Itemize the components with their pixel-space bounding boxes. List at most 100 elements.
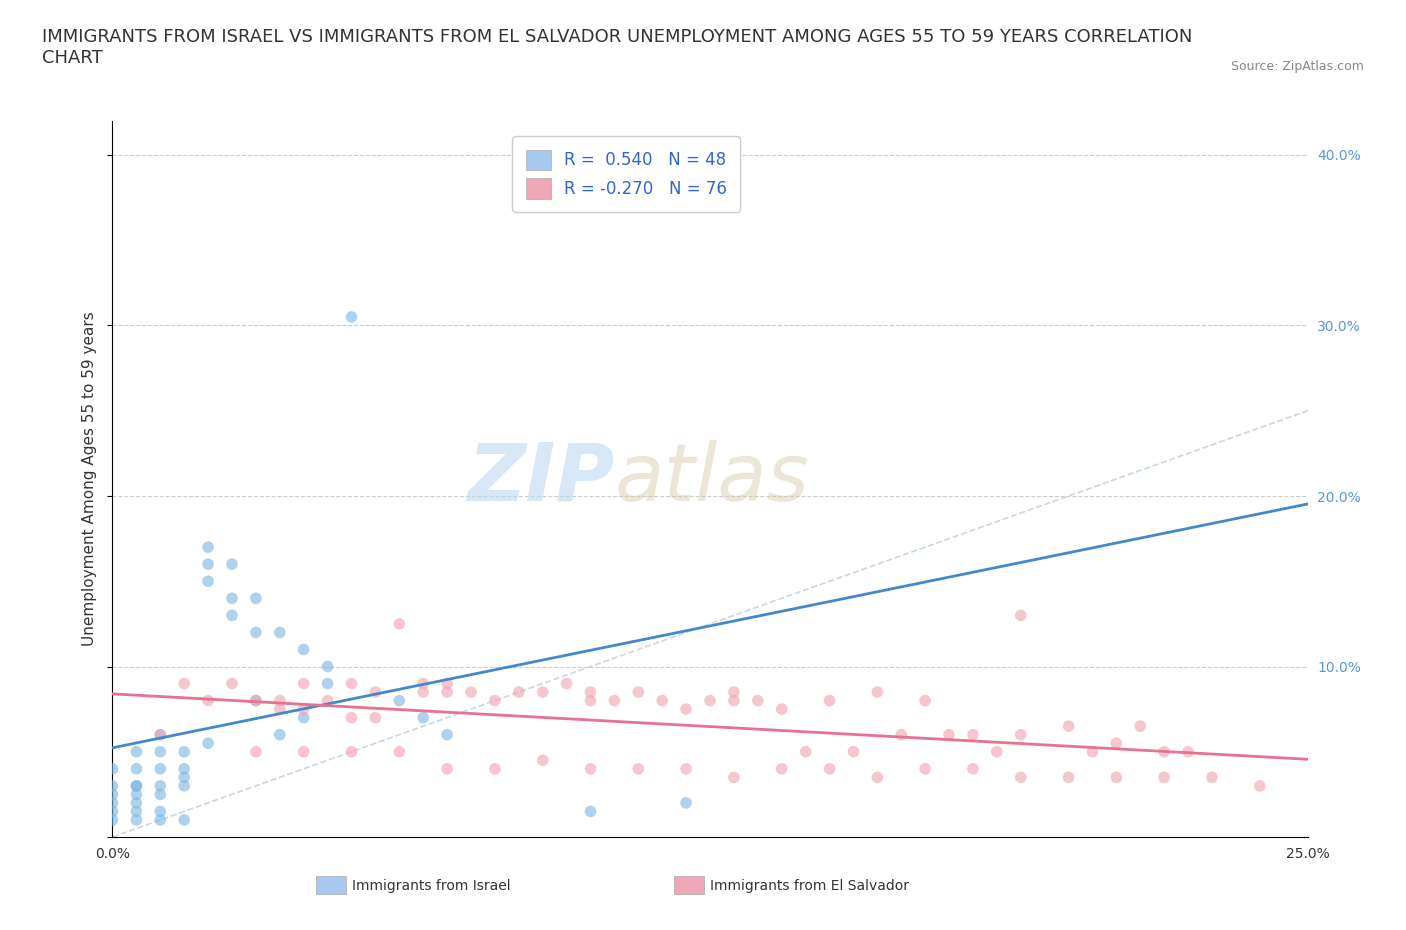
Point bbox=[101, 804, 124, 819]
Point bbox=[627, 684, 650, 699]
Point bbox=[364, 711, 387, 725]
Point bbox=[269, 702, 291, 717]
Point bbox=[412, 676, 434, 691]
Point bbox=[125, 778, 148, 793]
Point bbox=[245, 591, 267, 605]
Point bbox=[245, 744, 267, 759]
Point bbox=[436, 727, 458, 742]
Bar bbox=[675, 876, 704, 895]
Text: Immigrants from Israel: Immigrants from Israel bbox=[352, 879, 510, 893]
Point bbox=[866, 684, 889, 699]
Point bbox=[1249, 778, 1271, 793]
Point bbox=[245, 693, 267, 708]
Point bbox=[221, 557, 243, 572]
Point bbox=[914, 762, 936, 777]
Point bbox=[173, 813, 195, 828]
Point bbox=[1081, 744, 1104, 759]
Point bbox=[125, 762, 148, 777]
Point bbox=[221, 608, 243, 623]
Point bbox=[101, 787, 124, 802]
Point bbox=[579, 804, 602, 819]
Point bbox=[101, 778, 124, 793]
Point bbox=[1153, 744, 1175, 759]
Point bbox=[747, 693, 769, 708]
Point bbox=[794, 744, 817, 759]
Point bbox=[1057, 770, 1080, 785]
Point bbox=[1010, 770, 1032, 785]
Point bbox=[1129, 719, 1152, 734]
Point bbox=[436, 684, 458, 699]
Point bbox=[914, 693, 936, 708]
Text: ZIP: ZIP bbox=[467, 440, 614, 518]
Point bbox=[555, 676, 578, 691]
Point bbox=[388, 617, 411, 631]
Point bbox=[149, 787, 172, 802]
Point bbox=[388, 744, 411, 759]
Point bbox=[842, 744, 865, 759]
Point bbox=[436, 676, 458, 691]
Point bbox=[125, 787, 148, 802]
Point bbox=[675, 795, 697, 810]
Point bbox=[173, 770, 195, 785]
Point bbox=[292, 642, 315, 657]
Point bbox=[651, 693, 673, 708]
Point bbox=[149, 813, 172, 828]
Point bbox=[890, 727, 912, 742]
Point bbox=[938, 727, 960, 742]
Point bbox=[364, 684, 387, 699]
Point bbox=[484, 762, 506, 777]
Point bbox=[316, 693, 339, 708]
Point bbox=[149, 727, 172, 742]
Point bbox=[101, 762, 124, 777]
Point bbox=[125, 778, 148, 793]
Point bbox=[197, 574, 219, 589]
Point bbox=[221, 591, 243, 605]
Point bbox=[460, 684, 482, 699]
Point bbox=[579, 762, 602, 777]
Point bbox=[197, 557, 219, 572]
Text: IMMIGRANTS FROM ISRAEL VS IMMIGRANTS FROM EL SALVADOR UNEMPLOYMENT AMONG AGES 55: IMMIGRANTS FROM ISRAEL VS IMMIGRANTS FRO… bbox=[42, 28, 1192, 67]
Point bbox=[675, 762, 697, 777]
Text: Immigrants from El Salvador: Immigrants from El Salvador bbox=[710, 879, 910, 893]
Point bbox=[340, 310, 363, 325]
Point bbox=[579, 693, 602, 708]
Point bbox=[149, 744, 172, 759]
Point bbox=[173, 676, 195, 691]
Point bbox=[866, 770, 889, 785]
Point bbox=[1010, 727, 1032, 742]
Point bbox=[1057, 719, 1080, 734]
Point bbox=[149, 727, 172, 742]
Text: atlas: atlas bbox=[614, 440, 810, 518]
Point bbox=[675, 702, 697, 717]
Point bbox=[579, 684, 602, 699]
Point bbox=[818, 762, 841, 777]
Point bbox=[269, 727, 291, 742]
Text: Source: ZipAtlas.com: Source: ZipAtlas.com bbox=[1230, 60, 1364, 73]
Point bbox=[101, 813, 124, 828]
Y-axis label: Unemployment Among Ages 55 to 59 years: Unemployment Among Ages 55 to 59 years bbox=[82, 312, 97, 646]
Point bbox=[723, 684, 745, 699]
Legend: R =  0.540   N = 48, R = -0.270   N = 76: R = 0.540 N = 48, R = -0.270 N = 76 bbox=[512, 137, 741, 212]
Point bbox=[508, 684, 530, 699]
Point bbox=[627, 762, 650, 777]
Point bbox=[197, 693, 219, 708]
Point bbox=[292, 744, 315, 759]
Point bbox=[292, 702, 315, 717]
Point bbox=[436, 762, 458, 777]
Point bbox=[412, 684, 434, 699]
Point bbox=[723, 770, 745, 785]
Point bbox=[986, 744, 1008, 759]
Point bbox=[101, 795, 124, 810]
Point bbox=[770, 702, 793, 717]
Point bbox=[340, 676, 363, 691]
Point bbox=[770, 762, 793, 777]
Point bbox=[173, 744, 195, 759]
Point bbox=[269, 693, 291, 708]
Point bbox=[531, 684, 554, 699]
Point bbox=[603, 693, 626, 708]
Point bbox=[388, 693, 411, 708]
Point bbox=[723, 693, 745, 708]
Point bbox=[531, 753, 554, 768]
Point bbox=[149, 762, 172, 777]
Point bbox=[1153, 770, 1175, 785]
